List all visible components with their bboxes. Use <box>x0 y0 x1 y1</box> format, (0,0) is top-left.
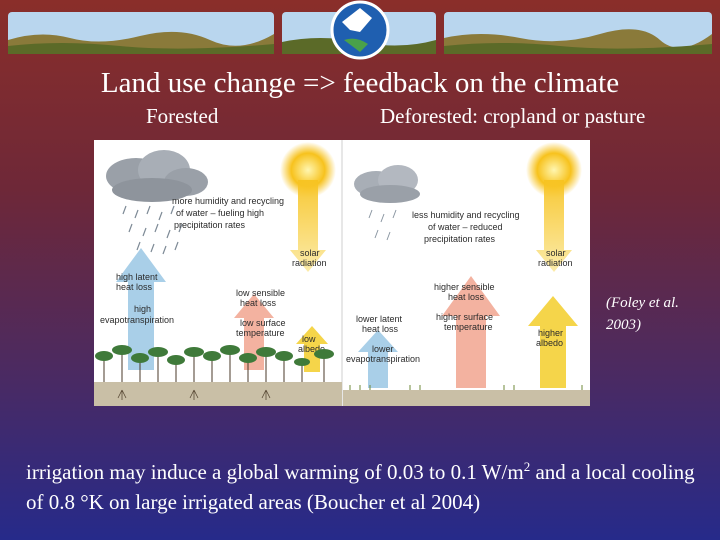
forested-surface-text-2: temperature <box>236 328 285 338</box>
deforested-albedo-text-2: albedo <box>536 338 563 348</box>
subtitle-forested: Forested <box>146 104 219 128</box>
lower-latent-heat-arrow <box>358 330 398 388</box>
forest-ground <box>94 382 342 406</box>
deforested-solar-text-1: solar <box>546 248 566 258</box>
forest-roots <box>117 389 271 400</box>
bottom-note-text-1: irrigation may induce a global warming o… <box>26 460 524 484</box>
deforested-solar-text-2: radiation <box>538 258 573 268</box>
header-banner <box>8 0 712 60</box>
forest-trees <box>95 345 334 382</box>
deforested-evapo-text-1: lower <box>372 344 394 354</box>
citation: (Foley et al. 2003) <box>606 295 679 333</box>
forested-evapo-text-2: evapotranspiration <box>100 315 174 325</box>
forested-cloud-text-3: precipitation rates <box>174 220 246 230</box>
banner-panel-left <box>8 12 274 54</box>
forested-sensible-text-2: heat loss <box>240 298 277 308</box>
sparse-rain-drops <box>368 209 397 241</box>
banner-panel-right <box>444 12 712 54</box>
forested-evapo-text-1: high <box>134 304 151 314</box>
forested-sensible-text-1: low sensible <box>236 288 285 298</box>
forested-surface-text-1: low surface <box>240 318 286 328</box>
bottom-note-text-2: and a local cooling of 0.8 °K on large i… <box>26 460 695 514</box>
higher-sensible-heat-arrow <box>442 276 500 388</box>
latent-heat-arrow <box>116 248 166 370</box>
land-use-diagram: more humidity and recycling of water – f… <box>94 140 590 406</box>
forested-albedo-text-2: albedo <box>298 344 325 354</box>
forested-cloud-text-2: of water – fueling high <box>176 208 264 218</box>
forested-solar-text-2: radiation <box>292 258 327 268</box>
bottom-note: irrigation may induce a global warming o… <box>26 452 706 517</box>
solar-radiation-arrow-right <box>536 180 572 272</box>
forested-panel: more humidity and recycling of water – f… <box>94 142 342 406</box>
forested-cloud-text-1: more humidity and recycling <box>172 196 284 206</box>
sun-icon-right <box>526 142 582 198</box>
deforested-albedo-text-1: higher <box>538 328 563 338</box>
rain-cloud-icon <box>106 150 208 202</box>
deforested-cloud-text-2: of water – reduced <box>428 222 503 232</box>
subtitle-deforested: Deforested: cropland or pasture <box>380 104 646 128</box>
deforested-sensible-text-1: higher sensible <box>434 282 495 292</box>
forested-latent-text-1: high latent <box>116 272 158 282</box>
crop-rows <box>349 385 583 390</box>
deforested-cloud-text-3: precipitation rates <box>424 234 496 244</box>
forested-solar-text-1: solar <box>300 248 320 258</box>
deforested-surface-text-1: higher surface <box>436 312 493 322</box>
small-cloud-icon <box>354 165 420 203</box>
deforested-evapo-text-2: evapotranspiration <box>346 354 420 364</box>
forested-albedo-text-1: low <box>302 334 316 344</box>
slide-title: Land use change => feedback on the clima… <box>100 67 620 99</box>
deforested-sensible-text-2: heat loss <box>448 292 485 302</box>
deforested-panel: less humidity and recycling of water – r… <box>343 142 590 406</box>
bottom-note-superscript: 2 <box>523 459 531 474</box>
higher-albedo-arrow <box>528 296 578 388</box>
deforested-cloud-text-1: less humidity and recycling <box>412 210 520 220</box>
deforested-latent-text-1: lower latent <box>356 314 403 324</box>
globe-icon <box>330 0 390 60</box>
cropland-ground <box>343 390 590 406</box>
rain-drops <box>122 205 183 255</box>
solar-radiation-arrow <box>290 180 326 272</box>
forested-latent-text-2: heat loss <box>116 282 153 292</box>
deforested-latent-text-2: heat loss <box>362 324 399 334</box>
deforested-surface-text-2: temperature <box>444 322 493 332</box>
sun-icon <box>280 142 336 198</box>
